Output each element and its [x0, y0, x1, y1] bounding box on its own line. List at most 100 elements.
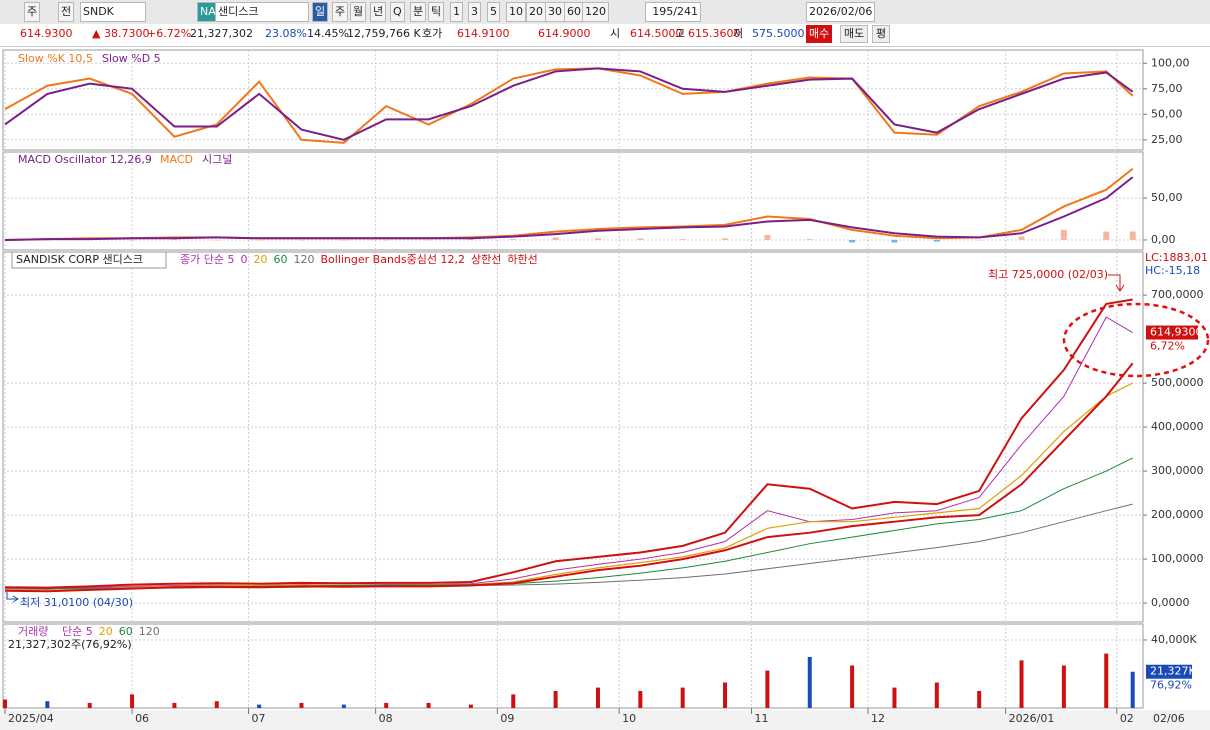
quote-item: 614.9300: [20, 27, 73, 40]
y-tick-label: 25,00: [1151, 133, 1183, 146]
legend-label: 120: [139, 625, 160, 638]
toolbar-item[interactable]: 3: [468, 2, 481, 22]
volume-bar: [384, 702, 389, 708]
quote-bar: 614.9300 ▲ 38.7300 +6.72% 21,327,302 23.08% 1…: [0, 24, 1210, 47]
oscillator-bar: [298, 239, 305, 241]
x-tick-label: 02: [1120, 712, 1134, 725]
oscillator-bar: [976, 239, 983, 241]
volume-bar: [130, 694, 135, 708]
toolbar-item[interactable]: 주: [24, 2, 41, 22]
volume-bar: [680, 687, 685, 708]
arrow: [6, 592, 19, 603]
toolbar-item[interactable]: 1: [450, 2, 463, 22]
hc-label: HC:-15,18: [1145, 264, 1200, 277]
volume-bar: [638, 690, 643, 708]
volume-bar: [892, 687, 897, 708]
toolbar-item[interactable]: 년: [370, 2, 387, 22]
toolbar-item[interactable]: 샌디스크: [215, 2, 309, 22]
toolbar-item[interactable]: 195/241: [645, 2, 701, 22]
oscillator-bar: [594, 238, 601, 240]
quote-item: 23.08%: [265, 27, 307, 40]
volume-bar: [553, 690, 558, 708]
lc-label: LC:1883,01: [1145, 251, 1208, 264]
x-tick-label: 09: [500, 712, 514, 725]
toolbar-item[interactable]: 10: [506, 2, 526, 22]
legend-label: 60: [273, 253, 287, 266]
volume-bar: [299, 702, 304, 708]
oscillator-bar: [1018, 236, 1025, 240]
y-tick-label: 40,000K: [1151, 633, 1197, 646]
toolbar-item[interactable]: 120: [582, 2, 609, 22]
quote-item: 614.9100: [457, 27, 510, 40]
quote-item: 614.9000: [538, 27, 591, 40]
oscillator-bar: [213, 239, 220, 241]
toolbar-item[interactable]: 30: [545, 2, 565, 22]
toolbar-item[interactable]: 일: [312, 2, 329, 22]
volume-bar: [45, 701, 50, 708]
oscillator-bar: [510, 239, 517, 240]
quote-item: 고: [675, 27, 686, 40]
legend-label: 단순 5: [62, 625, 93, 638]
toolbar-item[interactable]: 월: [350, 2, 367, 22]
x-tick-label: 11: [755, 712, 769, 725]
volume-bar: [934, 682, 939, 708]
toolbar-item[interactable]: 전: [58, 2, 75, 22]
chart: 100,00 75,00 50,00 25,00 50,00 0,00 700,0000 50…: [0, 49, 1210, 730]
volume-info: 21,327,302주(76,92%): [8, 638, 132, 651]
oscillator-bar: [467, 239, 474, 240]
quote-item[interactable]: 매도: [840, 25, 869, 43]
volume-bar: [1019, 660, 1024, 708]
toolbar-item[interactable]: 2026/02/06: [806, 2, 876, 22]
panel-title: MACD Oscillator 12,26,9: [18, 153, 152, 166]
volume-bar: [511, 694, 516, 708]
price-tag-label: 614,9300: [1150, 326, 1203, 339]
toolbar-item[interactable]: SNDK: [80, 2, 146, 22]
toolbar-item[interactable]: 분: [410, 2, 427, 22]
y-tick-label: 50,00: [1151, 191, 1183, 204]
volume-bar: [1104, 653, 1109, 708]
quote-item: 615.3600: [688, 27, 741, 40]
oscillator-bar: [933, 239, 940, 242]
volume-bar: [3, 699, 7, 708]
arrow: [1108, 274, 1125, 292]
oscillator-bar: [806, 239, 813, 240]
title-box: [11, 251, 167, 269]
toolbar-item[interactable]: 20: [526, 2, 546, 22]
toolbar-item[interactable]: Q: [390, 2, 405, 22]
legend-label: 60: [119, 625, 133, 638]
volume-bar: [595, 687, 600, 708]
volume-bar: [765, 670, 770, 708]
oscillator-bar: [552, 237, 559, 240]
oscillator-bar: [171, 239, 178, 240]
legend-label: 상한선: [471, 253, 501, 266]
volume-tag: [1146, 664, 1192, 679]
oscillator-bar: [340, 239, 347, 241]
toolbar-item[interactable]: 60: [564, 2, 584, 22]
quote-item: 시: [610, 27, 621, 40]
y-tick-label: 0,00: [1151, 233, 1176, 246]
y-tick-label: 100,0000: [1151, 552, 1204, 565]
oscillator-bar: [425, 239, 432, 241]
y-tick-label: 200,0000: [1151, 508, 1204, 521]
volume-bar: [172, 702, 177, 708]
annotation: 최고 725,0000 (02/03): [988, 268, 1108, 281]
x-tick-label: 12: [871, 712, 885, 725]
oscillator-bar: [891, 239, 898, 243]
toolbar-item[interactable]: 5: [487, 2, 500, 22]
volume-bar: [850, 665, 855, 708]
volume-pct: 76,92%: [1150, 679, 1192, 692]
volume-bar: [977, 690, 982, 708]
panel-title: SANDISK CORP 샌디스크: [16, 253, 143, 266]
x-tick-label: 06: [135, 712, 149, 725]
y-tick-label: 500,0000: [1151, 376, 1204, 389]
toolbar-item[interactable]: 틱: [428, 2, 445, 22]
quote-item: 호가: [422, 27, 443, 40]
legend-label: Slow %D 5: [102, 52, 161, 65]
oscillator-bar: [256, 239, 263, 241]
toolbar-item[interactable]: 주: [332, 2, 349, 22]
oscillator-bar: [1129, 231, 1136, 240]
legend-label: 시그널: [202, 153, 232, 166]
quote-item[interactable]: 평: [872, 25, 891, 43]
quote-item[interactable]: 매수: [806, 25, 833, 43]
y-tick-label: 100,00: [1151, 56, 1190, 69]
